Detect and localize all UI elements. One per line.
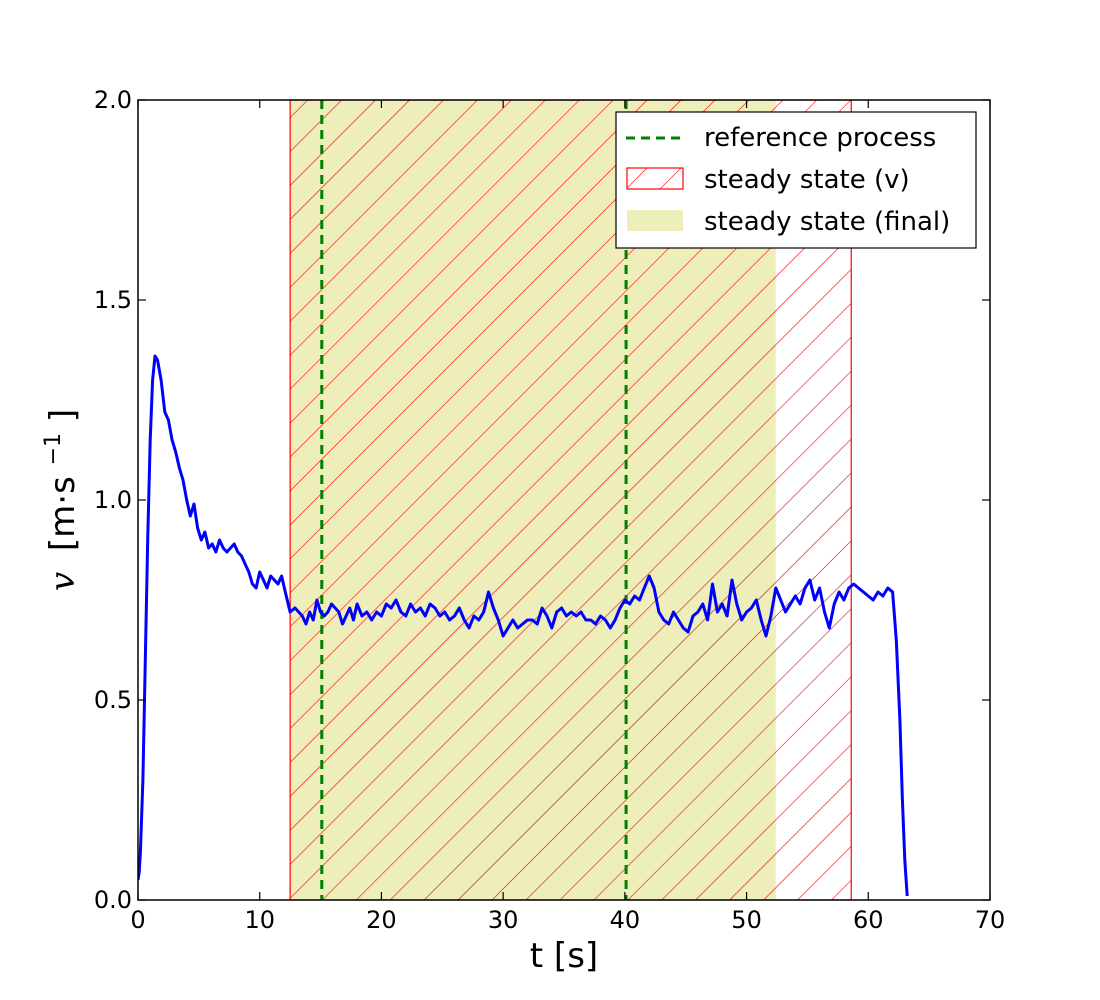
y-axis-ticks: 0.0 0.5 1.0 1.5 2.0 <box>94 86 990 914</box>
legend-steady-final-swatch <box>627 210 683 231</box>
x-tick-label: 30 <box>488 906 519 934</box>
y-axis-unit: [m·s <box>43 476 83 551</box>
x-tick-label: 50 <box>731 906 762 934</box>
legend-steady-v-label: steady state (v) <box>704 165 910 195</box>
x-tick-label: 60 <box>853 906 884 934</box>
y-tick-label: 1.0 <box>94 486 132 514</box>
y-axis-unit-exponent: −1 <box>41 433 66 465</box>
x-tick-label: 70 <box>975 906 1006 934</box>
y-tick-label: 1.5 <box>94 286 132 314</box>
series-group <box>138 354 909 897</box>
x-axis-label: t [s] <box>530 936 598 976</box>
legend-steady-final-label: steady state (final) <box>704 207 950 237</box>
x-tick-label: 10 <box>244 906 275 934</box>
y-axis-symbol: v <box>43 572 83 591</box>
reference-lines <box>320 100 628 900</box>
x-tick-label: 20 <box>366 906 397 934</box>
x-tick-label: 40 <box>610 906 641 934</box>
y-tick-label: 0.0 <box>94 886 132 914</box>
x-tick-label: 0 <box>130 906 145 934</box>
legend-steady-v-swatch <box>626 167 684 190</box>
y-tick-label: 2.0 <box>94 86 132 114</box>
y-axis-unit-close: ] <box>43 409 83 422</box>
legend-reference-label: reference process <box>704 123 936 153</box>
y-axis-label: v [m·s −1 ] <box>29 409 83 591</box>
legend: reference process steady state (v) stead… <box>615 111 977 249</box>
x-axis-ticks: 0 10 20 30 40 50 60 70 <box>130 100 1005 934</box>
velocity-series-line <box>138 354 909 897</box>
y-tick-label: 0.5 <box>94 686 132 714</box>
